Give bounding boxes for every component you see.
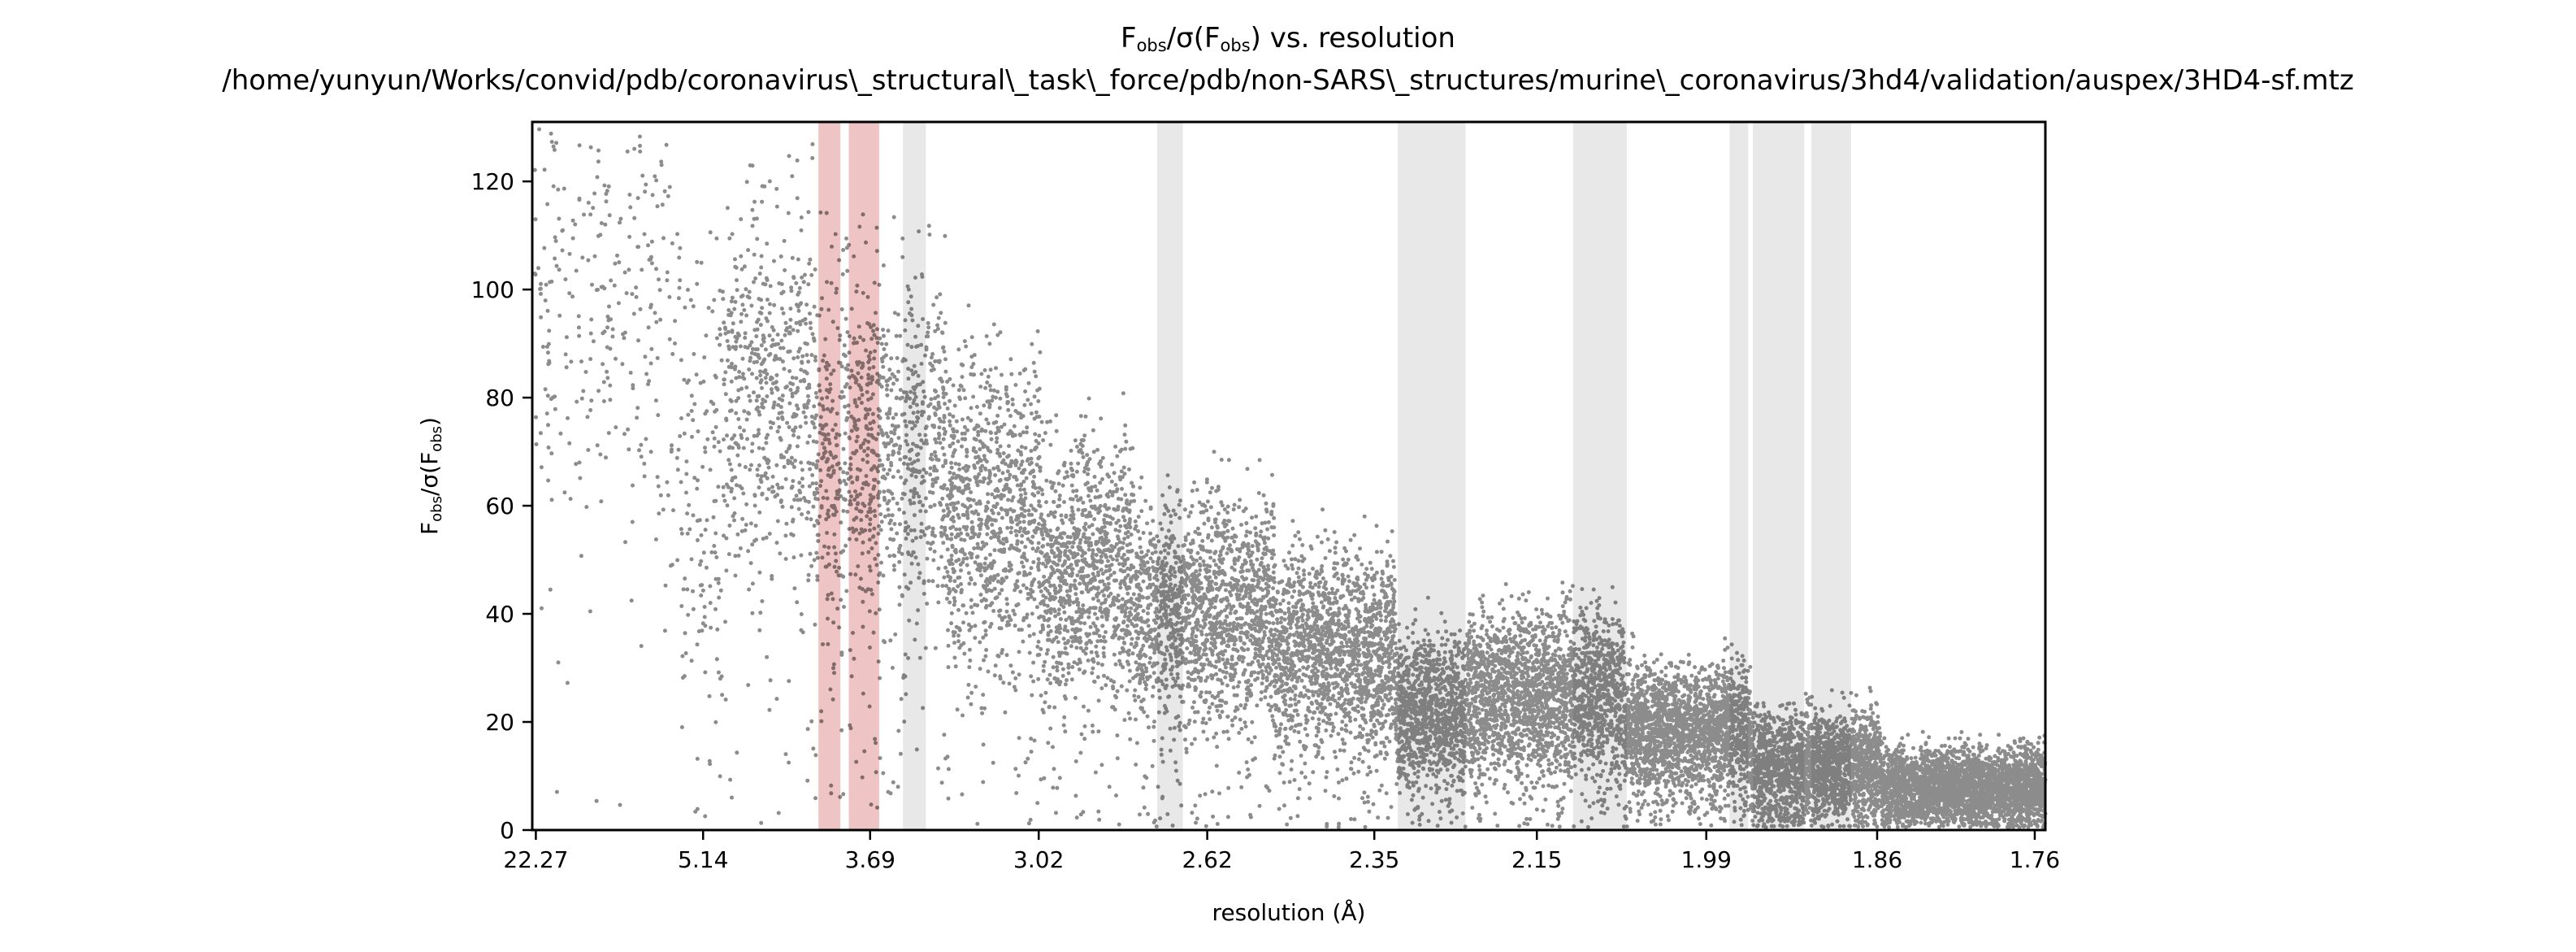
ice-ring-band-2 <box>1398 122 1466 830</box>
ice-ring-flagged-band-0 <box>818 122 841 830</box>
ice-ring-bands <box>818 122 1851 830</box>
y-tick-label-4: 80 <box>485 385 514 411</box>
scatter-points <box>532 127 2048 830</box>
chart-title: Fobs/σ(Fobs) vs. resolution <box>1121 22 1455 55</box>
y-axis-label: Fobs/σ(Fobs) <box>416 417 445 535</box>
ice-ring-band-6 <box>1811 122 1851 830</box>
y-tick-label-6: 120 <box>471 168 514 195</box>
y-tick-label-1: 20 <box>485 709 514 736</box>
x-tick-label-6: 2.15 <box>1511 846 1562 873</box>
y-tick-label-0: 0 <box>500 817 514 844</box>
x-tick-label-1: 5.14 <box>678 846 728 873</box>
x-axis-label: resolution (Å) <box>1212 898 1366 926</box>
y-axis-ticks: 0 20 40 60 80 100 120 <box>471 168 532 844</box>
y-tick-label-5: 100 <box>471 276 514 303</box>
x-tick-label-0: 22.27 <box>503 846 568 873</box>
x-tick-label-4: 2.62 <box>1182 846 1232 873</box>
x-tick-label-9: 1.76 <box>2010 846 2060 873</box>
x-tick-label-5: 2.35 <box>1349 846 1399 873</box>
x-tick-label-8: 1.86 <box>1852 846 1902 873</box>
plot-frame <box>531 120 2047 832</box>
x-axis-ticks: 22.27 5.14 3.69 3.02 2.62 2.35 2.15 1.99 1.86 1.7… <box>503 830 2060 873</box>
ice-ring-band-0 <box>903 122 926 830</box>
y-tick-label-3: 60 <box>485 493 514 519</box>
ice-ring-band-4 <box>1729 122 1749 830</box>
ice-ring-band-1 <box>1157 122 1183 830</box>
chart-subtitle: /home/yunyun/Works/convid/pdb/coronaviru… <box>222 64 2353 97</box>
x-tick-label-7: 1.99 <box>1681 846 1732 873</box>
x-tick-label-3: 3.02 <box>1013 846 1064 873</box>
x-tick-label-2: 3.69 <box>845 846 896 873</box>
ice-ring-band-5 <box>1753 122 1805 830</box>
ice-ring-band-3 <box>1572 122 1627 830</box>
ice-ring-flagged-band-1 <box>848 122 879 830</box>
y-tick-label-2: 40 <box>485 601 514 628</box>
reflection-points <box>532 127 2048 830</box>
